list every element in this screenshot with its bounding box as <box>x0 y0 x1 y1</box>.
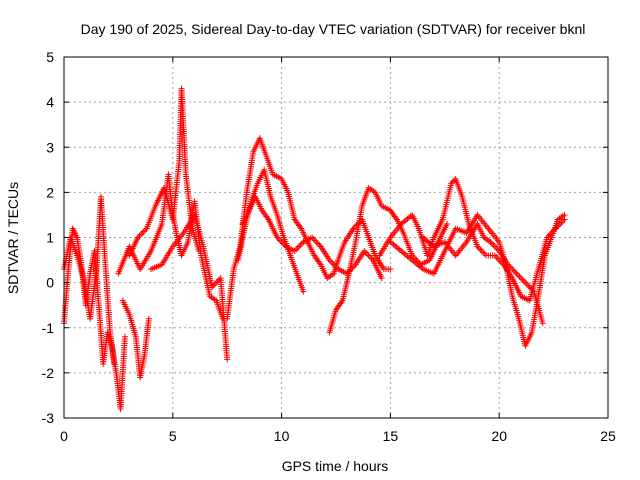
data-point <box>478 248 485 255</box>
data-point <box>296 243 303 250</box>
axis-ticks: 0 5 10 15 20 25 -3 -2 -1 0 1 2 3 4 5 <box>42 49 616 444</box>
data-point <box>493 254 500 261</box>
data-point <box>313 239 320 246</box>
data-point <box>539 320 546 327</box>
y-tick-label: -2 <box>42 365 55 381</box>
data-point <box>277 237 284 244</box>
data-points <box>61 85 568 412</box>
data-point <box>310 236 317 243</box>
data-point <box>522 279 529 286</box>
data-point <box>480 249 487 256</box>
data-point <box>367 254 374 261</box>
data-point <box>526 284 533 291</box>
data-point <box>365 252 372 259</box>
data-point <box>211 281 218 288</box>
y-tick-label: 2 <box>46 184 54 200</box>
data-point <box>515 272 522 279</box>
chart-title: Day 190 of 2025, Sidereal Day-to-day VTE… <box>81 21 586 37</box>
data-point <box>111 360 118 367</box>
y-tick-label: 5 <box>46 49 54 65</box>
y-tick-label: -1 <box>42 320 55 336</box>
data-point <box>137 231 144 238</box>
data-point <box>516 273 523 280</box>
data-point <box>512 269 519 276</box>
data-point <box>224 356 231 363</box>
data-point <box>145 315 152 322</box>
data-point <box>561 211 568 218</box>
data-point <box>293 246 300 253</box>
data-point <box>140 228 147 235</box>
data-point <box>387 266 394 273</box>
data-point <box>378 275 385 282</box>
data-point <box>214 278 221 285</box>
data-point <box>314 240 321 247</box>
y-axis-label: SDTVAR / TECUs <box>5 182 21 294</box>
x-tick-label: 10 <box>274 428 290 444</box>
x-tick-label: 20 <box>491 428 507 444</box>
y-tick-label: 4 <box>46 94 54 110</box>
data-point <box>443 220 450 227</box>
y-tick-label: 0 <box>46 275 54 291</box>
x-tick-label: 15 <box>383 428 399 444</box>
x-axis-label: GPS time / hours <box>282 458 389 474</box>
data-point <box>329 260 336 267</box>
data-point <box>513 270 520 277</box>
data-point <box>297 242 304 249</box>
y-tick-label: -3 <box>42 410 55 426</box>
data-point <box>364 251 371 258</box>
data-point <box>488 240 495 247</box>
grid <box>64 57 608 418</box>
data-point <box>481 251 488 258</box>
y-tick-label: 1 <box>46 230 54 246</box>
data-point <box>300 288 307 295</box>
data-point <box>121 333 128 340</box>
data-point <box>139 229 146 236</box>
data-point <box>195 248 202 255</box>
data-point <box>477 246 484 253</box>
data-point <box>517 275 524 282</box>
x-tick-label: 25 <box>600 428 616 444</box>
data-point <box>523 281 530 288</box>
data-point <box>490 242 497 249</box>
data-point <box>520 278 527 285</box>
data-point <box>519 276 526 283</box>
x-tick-label: 0 <box>60 428 68 444</box>
y-tick-label: 3 <box>46 139 54 155</box>
x-tick-label: 5 <box>169 428 177 444</box>
